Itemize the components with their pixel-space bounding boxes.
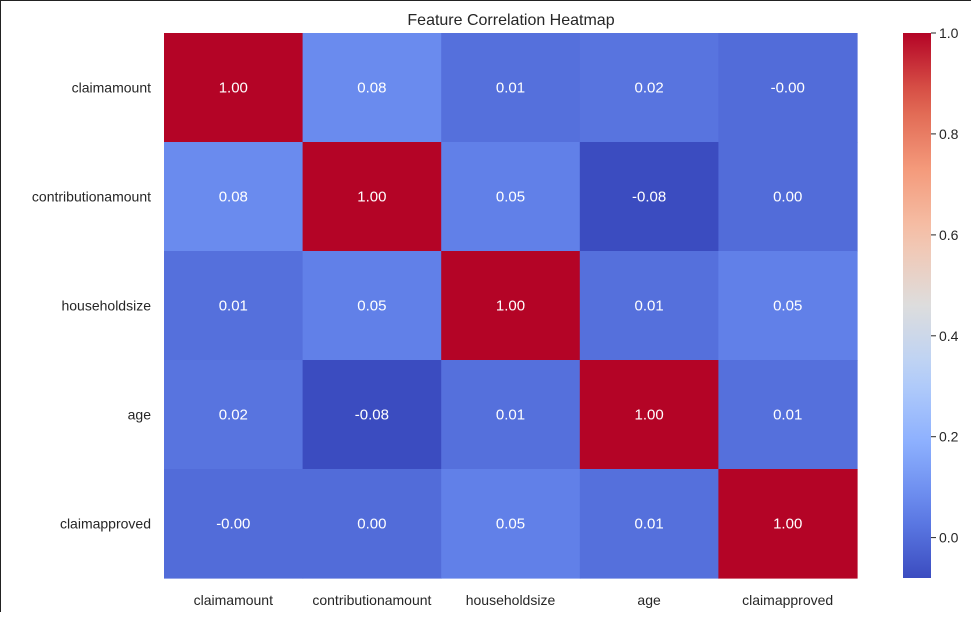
- heatmap-cell: [302, 360, 442, 470]
- heatmap-cell: [441, 33, 581, 143]
- heatmap-cell: [579, 360, 719, 470]
- heatmap-cell: [441, 360, 581, 470]
- heatmap-cell: [302, 33, 442, 143]
- cell-value-label: -0.00: [216, 516, 250, 533]
- cell-value-label: 0.08: [357, 80, 386, 97]
- chart-title: Feature Correlation Heatmap: [407, 12, 614, 29]
- x-tick-label: claimapproved: [742, 592, 833, 608]
- cell-value-label: 0.05: [773, 298, 802, 315]
- cell-value-label: 0.05: [357, 298, 386, 315]
- heatmap-cell: [302, 142, 442, 252]
- cell-value-label: -0.08: [355, 407, 389, 424]
- heatmap-cell: [302, 251, 442, 361]
- cell-value-label: 0.05: [496, 189, 525, 206]
- y-tick-label: contributionamount: [32, 189, 151, 205]
- colorbar-tick-label: 0.8: [939, 126, 959, 142]
- heatmap-cell: [441, 142, 581, 252]
- cell-value-label: 1.00: [357, 189, 386, 206]
- cell-value-label: 0.01: [634, 516, 663, 533]
- heatmap-cells: [164, 33, 858, 579]
- heatmap-cell: [579, 251, 719, 361]
- heatmap-cell: [164, 33, 304, 143]
- cell-value-label: -0.00: [771, 80, 805, 97]
- cell-value-label: 1.00: [219, 80, 248, 97]
- cell-value-label: 0.05: [496, 516, 525, 533]
- x-tick-label: householdsize: [466, 592, 556, 608]
- y-tick-label: claimapproved: [60, 516, 151, 532]
- cell-value-label: 0.01: [496, 407, 525, 424]
- cell-value-label: 0.08: [219, 189, 248, 206]
- y-tick-label: householdsize: [61, 298, 151, 314]
- cell-value-label: 0.01: [773, 407, 802, 424]
- x-tick-labels: claimamount contributionamount householdsi…: [194, 592, 834, 608]
- heatmap-cell: [579, 33, 719, 143]
- heatmap-cell: [718, 251, 858, 361]
- heatmap-cell: [579, 142, 719, 252]
- cell-value-label: 0.02: [634, 80, 663, 97]
- cell-value-label: 0.02: [219, 407, 248, 424]
- y-tick-labels: claimamount contributionamount householdsi…: [32, 80, 151, 532]
- x-tick-label: claimamount: [194, 592, 273, 608]
- colorbar-tick-label: 0.2: [939, 429, 959, 445]
- heatmap-cell: [579, 469, 719, 579]
- heatmap-cell: [164, 360, 304, 470]
- heatmap-cell: [441, 469, 581, 579]
- cell-value-label: -0.08: [632, 189, 666, 206]
- cell-value-label: 1.00: [773, 516, 802, 533]
- colorbar-tick-label: 0.0: [939, 530, 959, 546]
- cell-value-label: 0.00: [773, 189, 802, 206]
- heatmap-cell: [718, 142, 858, 252]
- heatmap-cell: [718, 360, 858, 470]
- colorbar-tick-label: 1.0: [939, 25, 959, 41]
- heatmap-cell: [164, 469, 304, 579]
- cell-value-label: 0.01: [634, 298, 663, 315]
- cell-value-label: 0.00: [357, 516, 386, 533]
- cell-value-label: 1.00: [496, 298, 525, 315]
- cell-value-label: 1.00: [634, 407, 663, 424]
- cell-annotations: 1.00 0.08 0.01 0.02 -0.00 0.08 1.00 0.05 -0.08 0.…: [216, 80, 805, 533]
- heatmap-cell: [718, 469, 858, 579]
- heatmap-cell: [164, 251, 304, 361]
- heatmap-cell: [718, 33, 858, 143]
- colorbar-tick-label: 0.4: [939, 328, 959, 344]
- cell-value-label: 0.01: [496, 80, 525, 97]
- cell-value-label: 0.01: [219, 298, 248, 315]
- heatmap-cell: [441, 251, 581, 361]
- heatmap-cell: [164, 142, 304, 252]
- y-tick-label: age: [128, 407, 152, 423]
- x-tick-label: contributionamount: [312, 592, 431, 608]
- colorbar-gradient: [903, 33, 931, 578]
- y-tick-label: claimamount: [72, 80, 151, 96]
- colorbar: 0.0 0.2 0.4 0.6 0.8 1.0: [903, 25, 959, 578]
- x-tick-label: age: [637, 592, 661, 608]
- colorbar-tick-label: 0.6: [939, 227, 959, 243]
- heatmap-cell: [302, 469, 442, 579]
